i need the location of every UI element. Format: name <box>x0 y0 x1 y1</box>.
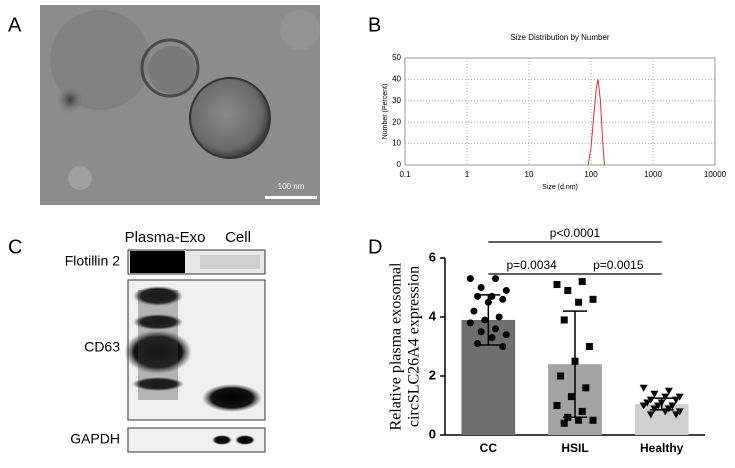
y-axis-label: circSLC26A4 expression <box>406 266 423 427</box>
data-point <box>492 325 500 333</box>
data-point <box>557 372 565 380</box>
data-point <box>564 286 572 294</box>
data-point <box>477 328 485 336</box>
data-point <box>560 419 568 427</box>
x-tick-label: Healthy <box>640 441 684 455</box>
y-tick-label: 30 <box>392 96 401 105</box>
error-bar <box>649 397 674 411</box>
p-value: p<0.0001 <box>550 226 601 240</box>
data-point <box>578 278 586 286</box>
y-axis-label: Relative plasma exosomal <box>388 262 405 431</box>
y-tick-label: 10 <box>392 139 401 148</box>
p-value: p=0.0034 <box>506 258 557 272</box>
data-point <box>575 416 583 424</box>
data-point <box>474 292 482 300</box>
panel-label: B <box>368 14 381 36</box>
data-point <box>672 396 681 404</box>
x-tick-label: 100 <box>584 170 598 179</box>
data-point <box>495 313 503 321</box>
data-point <box>582 384 590 392</box>
row-label: CD63 <box>84 339 120 355</box>
x-tick-label: 10000 <box>704 170 727 179</box>
y-tick-label: 20 <box>392 117 401 126</box>
data-point <box>474 340 482 348</box>
row-label: GAPDH <box>70 431 120 447</box>
error-bar <box>476 294 501 346</box>
y-tick-label: 0 <box>397 160 402 169</box>
y-tick-label: 40 <box>392 75 401 84</box>
data-point <box>488 334 496 342</box>
x-tick-label: 0.1 <box>399 170 411 179</box>
data-point <box>661 393 670 401</box>
data-point <box>589 416 597 424</box>
size-curve <box>587 79 605 166</box>
data-point <box>481 316 489 324</box>
data-point <box>650 405 659 413</box>
data-point <box>560 316 568 324</box>
data-point <box>492 275 500 283</box>
panel-label: A <box>8 14 22 36</box>
x-tick-label: CC <box>480 441 498 455</box>
data-point <box>553 281 561 289</box>
x-tick-label: 1 <box>465 170 470 179</box>
y-tick-label: 6 <box>429 249 436 264</box>
error-bar <box>563 310 587 419</box>
p-value: p=0.0015 <box>593 258 644 272</box>
data-point <box>567 393 575 401</box>
data-point <box>470 307 478 315</box>
y-tick-label: 4 <box>429 308 437 323</box>
y-axis-label: Number (Percent) <box>382 84 389 140</box>
data-point <box>650 390 659 398</box>
lane-label: Cell <box>225 229 251 246</box>
data-point <box>575 298 583 306</box>
data-point <box>488 292 496 300</box>
charts: Size Distribution by Number010203040500.… <box>382 33 727 455</box>
x-tick-label: 1000 <box>644 170 662 179</box>
data-point <box>664 387 673 395</box>
scale-bar-label: 100 nm <box>278 182 305 191</box>
lane-label: Plasma-Exo <box>125 229 206 246</box>
plot-frame <box>404 57 716 166</box>
data-point <box>477 284 485 291</box>
data-point <box>639 402 648 410</box>
x-axis-label: Size (d.nm) <box>542 184 578 191</box>
data-point <box>466 319 474 327</box>
panel-label: D <box>368 236 382 258</box>
data-point <box>466 275 474 283</box>
data-point <box>646 411 655 419</box>
panel-label: C <box>8 236 22 258</box>
data-point <box>499 295 507 303</box>
chart-title: Size Distribution by Number <box>510 33 609 42</box>
data-point <box>639 384 648 392</box>
x-tick-label: HSIL <box>561 441 588 455</box>
data-point <box>585 343 593 350</box>
x-tick-label: 10 <box>525 170 534 179</box>
data-point <box>553 402 561 409</box>
data-point <box>502 331 510 339</box>
data-point <box>589 295 597 303</box>
y-tick-label: 2 <box>429 367 436 382</box>
y-tick-label: 50 <box>392 53 401 62</box>
western-blot: Plasma-Exo Cell Flotillin 2 CD63 GAPDH <box>65 229 266 453</box>
data-point <box>672 411 681 419</box>
data-point <box>499 343 507 350</box>
y-tick-label: 0 <box>429 426 436 441</box>
data-point <box>502 286 510 294</box>
row-label: Flotillin 2 <box>65 253 120 269</box>
data-point <box>578 407 586 415</box>
micrograph: 100 nm <box>40 5 320 205</box>
